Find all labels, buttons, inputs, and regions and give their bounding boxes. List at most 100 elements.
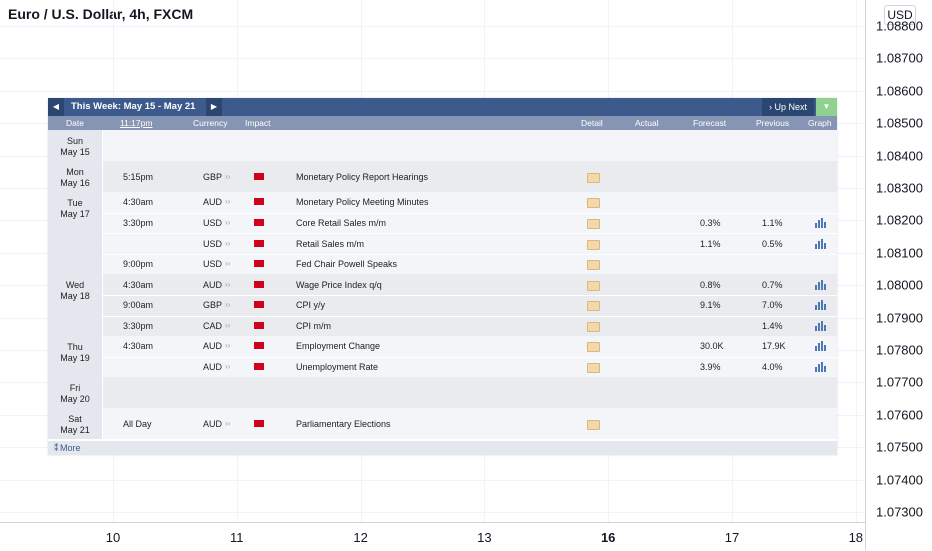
graph-bar [818,240,820,249]
graph-icon[interactable] [815,320,826,331]
calendar-event-row[interactable]: 3:30pm ›› CAD CPI m/m 1.4% [103,316,837,336]
day-label: Sun May 15 [48,130,102,161]
detail-folder-icon[interactable] [587,172,600,183]
day-label-text: Tue May 17 [48,198,102,220]
time-axis[interactable]: 10 11 12 13 16 17 18 [0,522,865,551]
graph-bar [815,243,817,249]
detail-folder-icon[interactable] [587,198,600,209]
detail-folder-icon[interactable] [587,321,600,332]
graph-bar [821,300,823,311]
calendar-event-row[interactable]: 9:00am ›› GBP CPI y/y 9.1% 7.0% [103,295,837,315]
event-time: 9:00pm [123,259,154,270]
sound-alert-icon[interactable]: ›› [225,279,231,289]
day-of-week: Tue [67,198,83,208]
event-time: 4:30am [123,341,154,352]
event-forecast: 3.9% [700,362,721,373]
day-label: Fri May 20 [48,377,102,409]
event-time: 5:15pm [123,171,154,182]
graph-icon[interactable] [815,238,826,249]
time-tick-label: 12 [353,530,368,545]
event-title[interactable]: Fed Chair Powell Speaks [296,259,398,270]
day-of-week: Fri [69,383,81,394]
event-title[interactable]: Monetary Policy Meeting Minutes [296,197,429,208]
sound-alert-icon[interactable]: ›› [225,320,231,330]
row-divider [103,294,837,296]
detail-folder-icon[interactable] [587,239,600,250]
day-of-week: Thu [67,342,83,353]
detail-folder-icon[interactable] [587,363,600,374]
day-of-week: Sun [66,136,83,146]
graph-bar [824,324,826,331]
graph-icon[interactable] [815,279,826,290]
graph-icon[interactable] [815,217,826,228]
calendar-event-row[interactable]: ›› AUD Unemployment Rate 3.9% 4.0% [103,357,837,377]
detail-folder-icon[interactable] [587,342,600,353]
event-title[interactable]: Monetary Policy Report Hearings [296,171,429,182]
sound-alert-icon[interactable]: ›› [225,171,231,181]
event-title[interactable]: CPI m/m [296,320,331,331]
graph-icon[interactable] [815,362,826,373]
more-text: More [60,443,81,453]
graph-icon[interactable] [815,300,826,311]
prev-week-icon[interactable]: ◀ [48,98,64,116]
day-date: May 15 [60,147,90,157]
event-currency: AUD [203,341,223,352]
day-label-text: Thu May 19 [48,342,102,364]
high-impact-icon [254,198,264,206]
time-tick-label: 18 [848,530,864,545]
filter-icon[interactable]: ▼ [816,98,837,116]
sound-alert-icon[interactable]: ›› [225,217,231,227]
event-previous: 0.5% [762,238,783,249]
day-label-text: Mon May 16 [48,167,102,189]
header-currency: Currency [193,118,228,128]
graph-icon[interactable] [815,341,826,352]
detail-folder-icon[interactable] [587,301,600,312]
event-title[interactable]: Core Retail Sales m/m [296,217,387,228]
graph-bar [821,217,823,228]
graph-bar [824,304,826,311]
next-week-icon[interactable]: ▶ [206,98,222,116]
price-axis[interactable]: USD 1.08800 1.08700 1.08600 1.08500 1.08400 1… [865,0,932,550]
event-title[interactable]: Wage Price Index q/q [296,279,382,290]
price-tick-label: 1.08500 [876,115,923,131]
day-label-text: Sun May 15 [48,136,102,158]
detail-folder-icon[interactable] [587,218,600,229]
graph-bar [821,279,823,290]
calendar-event-row[interactable]: 3:30pm ›› USD Core Retail Sales m/m 0.3% 1.1% [103,213,837,233]
more-link[interactable]: ⁑ More [48,441,837,455]
event-time: 3:30pm [123,320,154,331]
calendar-event-row[interactable]: 4:30am ›› AUD Monetary Policy Meeting Minut… [103,192,837,212]
event-title[interactable]: Retail Sales m/m [296,238,365,249]
sound-alert-icon[interactable]: ›› [225,259,231,269]
sound-alert-icon[interactable]: ›› [225,197,231,207]
day-label-text: Wed May 18 [48,280,102,302]
event-title[interactable]: Unemployment Rate [296,362,379,373]
header-time[interactable]: 11:17pm [120,118,153,128]
calendar-event-row[interactable]: 4:30am ›› AUD Employment Change 30.0K 17.9K [103,336,837,356]
event-title[interactable]: CPI y/y [296,300,326,311]
calendar-event-row[interactable]: All Day ›› AUD Parliamentary Elections [103,414,837,434]
sound-alert-icon[interactable]: ›› [225,418,231,428]
high-impact-icon [254,239,264,247]
calendar-event-row[interactable]: 5:15pm ›› GBP Monetary Policy Report Hearin… [103,167,837,187]
sound-alert-icon[interactable]: ›› [225,362,231,372]
graph-bar [824,242,826,249]
detail-folder-icon[interactable] [587,419,600,430]
sound-alert-icon[interactable]: ›› [225,300,231,310]
sound-alert-icon[interactable]: ›› [225,238,231,248]
currency-selector[interactable]: USD [884,5,916,25]
calendar-event-row[interactable]: ›› USD Retail Sales m/m 1.1% 0.5% [103,234,837,254]
up-next-button[interactable]: › Up Next [762,98,814,116]
graph-bar [824,283,826,290]
event-title[interactable]: Employment Change [296,341,381,352]
calendar-event-row[interactable]: 9:00pm ›› USD Fed Chair Powell Speaks [103,254,837,274]
sound-alert-icon[interactable]: ›› [225,341,231,351]
event-currency: AUD [203,197,223,208]
more-label: ⁑ More [54,443,81,453]
detail-folder-icon[interactable] [587,260,600,271]
event-title[interactable]: Parliamentary Elections [296,418,391,429]
header-detail: Detail [581,118,603,128]
detail-folder-icon[interactable] [587,280,600,291]
price-tick-label: 1.08700 [876,50,923,66]
calendar-event-row[interactable]: 4:30am ›› AUD Wage Price Index q/q 0.8% 0.7% [103,275,837,295]
